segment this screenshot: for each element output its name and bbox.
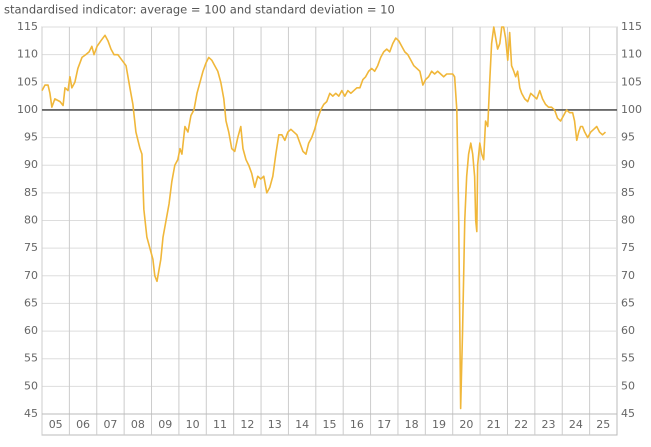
x-tick-label: 21: [487, 418, 501, 431]
y-tick-label: 55: [24, 352, 38, 365]
x-tick-label: 05: [49, 418, 63, 431]
y-tick-label: 90: [24, 158, 38, 171]
x-tick-label: 12: [240, 418, 254, 431]
y-tick-label-right: 45: [621, 407, 635, 420]
y-tick-label: 95: [24, 131, 38, 144]
y-tick-label: 115: [17, 20, 38, 33]
y-tick-label-right: 110: [621, 48, 642, 61]
x-tick-label: 09: [158, 418, 172, 431]
y-tick-label: 45: [24, 407, 38, 420]
x-tick-label: 16: [350, 418, 364, 431]
y-tick-label: 80: [24, 214, 38, 227]
y-tick-label-right: 50: [621, 379, 635, 392]
y-tick-label-right: 105: [621, 75, 642, 88]
y-tick-label-right: 115: [621, 20, 642, 33]
x-tick-label: 24: [569, 418, 583, 431]
y-tick-label: 75: [24, 241, 38, 254]
y-tick-label-right: 100: [621, 103, 642, 116]
y-tick-label-right: 75: [621, 241, 635, 254]
y-tick-label-right: 95: [621, 131, 635, 144]
data-line: [41, 26, 607, 410]
y-tick-label-right: 85: [621, 186, 635, 199]
y-tick-label-right: 65: [621, 296, 635, 309]
x-tick-label: 08: [131, 418, 145, 431]
chart-title: standardised indicator: average = 100 an…: [4, 3, 395, 17]
y-tick-label: 105: [17, 75, 38, 88]
y-tick-label-right: 90: [621, 158, 635, 171]
y-tick-label-right: 55: [621, 352, 635, 365]
x-tick-label: 13: [268, 418, 282, 431]
x-tick-label: 07: [103, 418, 117, 431]
y-tick-label-right: 70: [621, 269, 635, 282]
y-tick-label: 50: [24, 379, 38, 392]
x-tick-label: 06: [76, 418, 90, 431]
x-tick-label: 18: [405, 418, 419, 431]
y-tick-label-right: 80: [621, 214, 635, 227]
y-tick-label: 85: [24, 186, 38, 199]
x-tick-label: 22: [514, 418, 528, 431]
x-tick-label: 11: [213, 418, 227, 431]
x-tick-label: 17: [377, 418, 391, 431]
x-tick-label: 19: [432, 418, 446, 431]
x-tick-label: 20: [459, 418, 473, 431]
y-tick-label: 100: [17, 103, 38, 116]
x-tick-label: 15: [323, 418, 337, 431]
x-tick-label: 23: [542, 418, 556, 431]
x-tick-label: 14: [295, 418, 309, 431]
plot-frame: [41, 26, 618, 436]
y-tick-label: 70: [24, 269, 38, 282]
y-tick-label: 60: [24, 324, 38, 337]
y-tick-label: 110: [17, 48, 38, 61]
y-tick-label-right: 60: [621, 324, 635, 337]
y-tick-label: 65: [24, 296, 38, 309]
x-tick-label: 10: [186, 418, 200, 431]
x-tick-label: 25: [596, 418, 610, 431]
